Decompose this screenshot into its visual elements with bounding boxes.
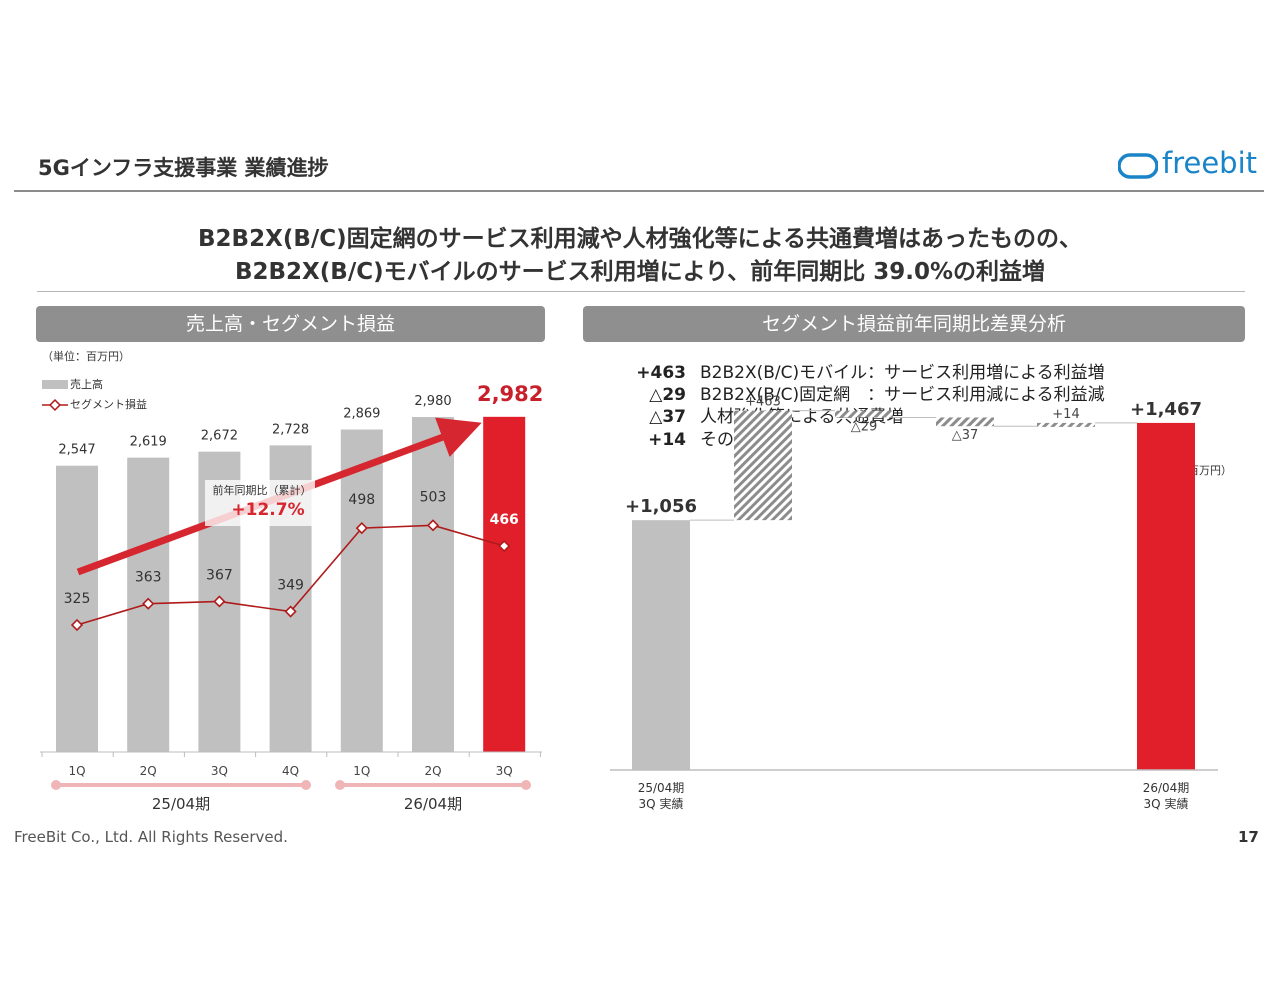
fiscal-group-end	[335, 780, 345, 790]
waterfall-delta-bar	[1037, 422, 1095, 427]
waterfall-delta-bar	[936, 417, 994, 427]
legend-revenue-label: 売上高	[70, 377, 103, 391]
segment-profit-marker	[142, 597, 155, 610]
revenue-bar	[56, 465, 98, 752]
bridge-item-value: △29	[649, 385, 686, 405]
segment-profit-marker	[355, 522, 368, 535]
bridge-item-text: B2B2X(B/C)モバイル：サービス利用増による利益増	[700, 363, 1105, 383]
bridge-item: +463 B2B2X(B/C)モバイル：サービス利用増による利益増	[618, 358, 1105, 383]
right-panel-title: セグメント損益前年同期比差異分析	[583, 306, 1245, 342]
waterfall-delta-label: △29	[851, 419, 878, 434]
waterfall-chart: （単位：百万円） +1,056+463△29△37+14+1,46725/04期…	[610, 395, 1232, 811]
revenue-bar-label: 2,980	[414, 394, 451, 409]
page-number: 17	[1238, 828, 1259, 846]
x-axis-tick-label: 1Q	[68, 764, 85, 778]
headline-line-2: B2B2X(B/C)モバイルのサービス利用増により、前年同期比 39.0%の利益…	[234, 259, 1046, 285]
x-axis-tick-label: 3Q	[211, 764, 228, 778]
segment-profit-label: 349	[277, 578, 304, 594]
revenue-bar-label: 2,982	[477, 382, 543, 406]
x-axis-tick-label: 2Q	[140, 764, 157, 778]
footer-copyright: FreeBit Co., Ltd. All Rights Reserved.	[14, 828, 288, 846]
unit-label: （単位：百万円）	[42, 349, 130, 363]
segment-profit-label: 325	[64, 591, 91, 607]
x-axis-tick-label: 3Q	[496, 764, 513, 778]
legend-revenue-swatch	[42, 380, 68, 389]
revenue-bar-label: 2,869	[343, 407, 380, 422]
waterfall-delta-label: +14	[1052, 407, 1079, 422]
header-divider	[14, 190, 1264, 192]
waterfall-total-label: +1,056	[625, 496, 697, 517]
bridge-item-text: B2B2X(B/C)固定網 ：サービス利用減による利益減	[700, 385, 1105, 405]
headline-divider	[37, 291, 1245, 292]
revenue-bar	[483, 416, 526, 752]
revenue-segment-chart: （単位：百万円） 売上高 セグメント損益 2,547 2,619 2,672 2,72…	[40, 349, 543, 813]
yoy-annotation-box	[205, 480, 315, 526]
waterfall-total-bar	[1137, 422, 1195, 770]
headline-line-1: B2B2X(B/C)固定網のサービス利用減や人材強化等による共通費増はあったもの…	[198, 226, 1082, 252]
waterfall-delta-bar	[734, 410, 792, 521]
waterfall-delta-label: △37	[952, 428, 979, 443]
segment-profit-label: 363	[135, 570, 162, 586]
yoy-annotation-label: 前年同期比（累計）	[213, 483, 312, 497]
bridge-item-value: △37	[649, 407, 686, 427]
waterfall-end-sublabel: 3Q 実績	[1144, 796, 1189, 811]
segment-profit-marker	[70, 618, 84, 632]
logo-text: freebit	[1162, 146, 1258, 180]
legend-segment-label: セグメント損益	[70, 397, 147, 411]
fiscal-group-end	[51, 780, 61, 790]
segment-profit-marker	[498, 539, 511, 553]
x-axis-tick-label: 4Q	[282, 764, 299, 778]
revenue-bar-label: 2,672	[201, 429, 238, 444]
waterfall-delta-bar	[835, 410, 893, 418]
revenue-bar-label: 2,547	[58, 443, 95, 458]
bridge-item-value: +14	[648, 430, 686, 450]
revenue-bar	[412, 417, 454, 752]
segment-profit-label: 503	[420, 489, 447, 505]
bridge-item: △29 B2B2X(B/C)固定網 ：サービス利用減による利益減	[618, 380, 1105, 405]
waterfall-total-label: +1,467	[1130, 399, 1202, 420]
revenue-bar	[340, 429, 383, 752]
fiscal-group-label: 26/04期	[404, 795, 462, 813]
x-axis-tick-label: 1Q	[353, 764, 370, 778]
fiscal-group-end	[301, 780, 311, 790]
cloud-logo-icon	[1118, 153, 1158, 179]
revenue-bar-label: 2,728	[272, 422, 309, 437]
waterfall-start-sublabel: 3Q 実績	[639, 796, 684, 811]
waterfall-end-label: 26/04期	[1143, 781, 1190, 795]
waterfall-total-bar	[632, 520, 690, 770]
revenue-bar-label: 2,619	[130, 435, 167, 450]
left-panel-title: 売上高・セグメント損益	[36, 306, 545, 342]
segment-profit-label: 367	[206, 567, 233, 583]
segment-profit-marker	[284, 605, 297, 618]
waterfall-delta-label: +463	[745, 395, 781, 410]
yoy-annotation-value: +12.7%	[231, 500, 304, 520]
segment-profit-label: 498	[348, 492, 375, 508]
segment-profit-marker	[213, 595, 226, 608]
legend-segment-marker	[48, 398, 62, 412]
segment-profit-label: 466	[490, 512, 519, 528]
fiscal-group-label: 25/04期	[152, 795, 210, 813]
fiscal-group-end	[521, 780, 531, 790]
waterfall-start-label: 25/04期	[638, 781, 685, 795]
page-title: 5Gインフラ支援事業 業績進捗	[38, 156, 329, 180]
segment-profit-marker	[426, 519, 440, 532]
x-axis-tick-label: 2Q	[424, 764, 441, 778]
bridge-item-value: +463	[636, 363, 686, 383]
freebit-logo: freebit	[1118, 146, 1263, 186]
